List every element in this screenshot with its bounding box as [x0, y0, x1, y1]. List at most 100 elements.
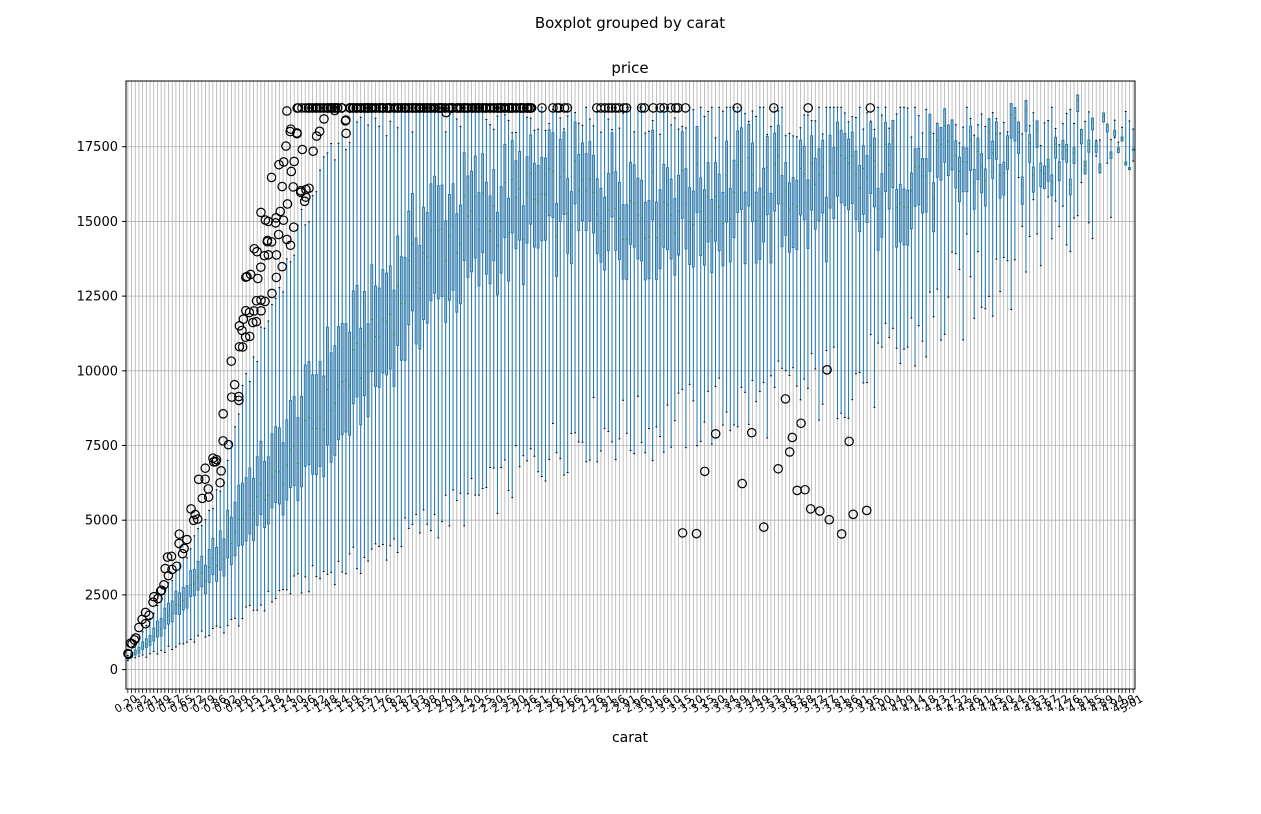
- outlier-point: [377, 103, 388, 113]
- outlier-point: [769, 103, 779, 113]
- outlier-point: [247, 317, 258, 328]
- outlier-point: [156, 585, 167, 596]
- outlier-point: [332, 103, 343, 113]
- box: [540, 157, 544, 242]
- box: [1098, 163, 1102, 174]
- box: [1039, 162, 1043, 188]
- box: [152, 627, 156, 642]
- box: [296, 417, 300, 501]
- outlier-point: [800, 484, 810, 495]
- box: [847, 138, 850, 211]
- outlier-point: [548, 103, 558, 113]
- outlier-point: [673, 103, 683, 113]
- box: [606, 173, 610, 252]
- box: [599, 187, 603, 263]
- x-axis-label: carat: [612, 730, 649, 746]
- box: [1083, 160, 1087, 175]
- outlier-point: [559, 103, 570, 113]
- outlier-point: [249, 243, 260, 254]
- outlier-point: [297, 144, 308, 155]
- box: [1068, 178, 1072, 196]
- outlier-point: [277, 181, 287, 192]
- box: [906, 189, 910, 246]
- outlier-point: [670, 103, 681, 113]
- box: [998, 164, 1002, 199]
- box: [954, 140, 958, 189]
- axes-title: price: [611, 59, 648, 77]
- box: [817, 148, 821, 222]
- outlier-point: [182, 534, 192, 545]
- box: [932, 182, 935, 233]
- box: [921, 158, 924, 214]
- outlier-point: [341, 115, 351, 125]
- box: [880, 173, 884, 238]
- box: [610, 132, 614, 218]
- box: [614, 171, 618, 251]
- outlier-point: [130, 633, 141, 643]
- box: [928, 113, 932, 172]
- outlier-point: [732, 103, 743, 113]
- box: [717, 173, 721, 252]
- box: [178, 592, 182, 615]
- box: [1061, 139, 1065, 160]
- box: [237, 484, 241, 547]
- box: [1109, 151, 1113, 159]
- box: [525, 156, 529, 244]
- box: [451, 183, 455, 291]
- box: [300, 395, 303, 488]
- box: [566, 178, 570, 254]
- box: [684, 168, 688, 250]
- outlier-point: [419, 103, 429, 113]
- box: [1020, 176, 1024, 205]
- outlier-point: [636, 103, 647, 113]
- box: [307, 361, 311, 466]
- y-axis-ticks: 0 2500 5000 7500 10000 12500 15000 17500: [77, 140, 126, 678]
- box: [747, 123, 751, 207]
- box: [562, 131, 566, 215]
- box: [1054, 136, 1057, 159]
- box: [688, 187, 692, 265]
- outlier-point: [746, 427, 757, 438]
- box: [163, 607, 167, 629]
- outlier-point: [259, 250, 270, 261]
- outlier-point: [648, 103, 659, 113]
- box: [466, 175, 470, 278]
- box: [629, 161, 632, 245]
- outlier-point: [515, 103, 526, 113]
- box: [348, 331, 352, 436]
- box: [1050, 174, 1054, 196]
- outlier-point: [200, 463, 211, 474]
- box: [887, 143, 891, 210]
- box: [1035, 120, 1039, 148]
- box: [1113, 129, 1117, 137]
- outlier-point: [282, 106, 292, 116]
- box: [333, 345, 337, 456]
- box: [843, 132, 847, 206]
- box: [329, 352, 333, 463]
- outlier-point: [848, 509, 858, 520]
- outlier-point: [275, 206, 286, 217]
- outlier-point: [216, 466, 226, 476]
- box: [1105, 123, 1109, 133]
- outlier-point: [223, 439, 234, 450]
- outlier-point: [621, 103, 632, 113]
- box: [736, 130, 740, 213]
- outlier-point: [356, 103, 367, 113]
- y-tick-label: 15000: [77, 215, 118, 230]
- outlier-point: [262, 235, 273, 246]
- outlier-point: [677, 528, 688, 538]
- outlier-point: [691, 528, 702, 539]
- box: [326, 326, 329, 446]
- box: [555, 203, 559, 277]
- outlier-point: [456, 103, 466, 113]
- box: [340, 323, 344, 436]
- box: [617, 181, 621, 261]
- box: [215, 546, 218, 582]
- outlier-point: [803, 103, 813, 113]
- medians: [126, 100, 1135, 659]
- outliers: [123, 103, 876, 660]
- box: [255, 456, 259, 526]
- outlier-point: [619, 103, 629, 113]
- outlier-point: [252, 246, 262, 257]
